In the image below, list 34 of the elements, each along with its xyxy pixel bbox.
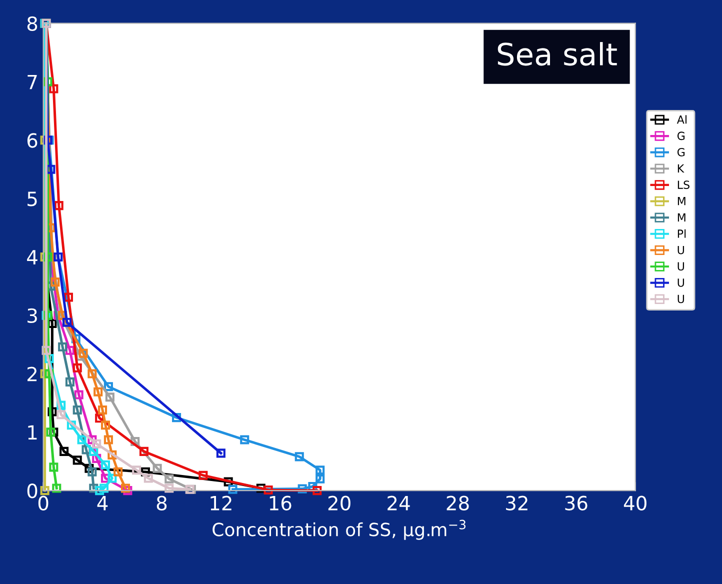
x-tick-label: 12 [210, 496, 232, 510]
x-tick-label: 8 [156, 496, 167, 510]
annotation: Sea salt [498, 42, 617, 66]
legend-label: U [678, 294, 684, 304]
x-tick-label: 20 [328, 496, 350, 510]
legend-label: U [678, 246, 684, 254]
legend-label: Al [676, 115, 686, 124]
legend-label: Pl [678, 229, 686, 238]
x-tick-label: 40 [624, 496, 646, 510]
x-tick-label: 4 [97, 496, 108, 510]
x-tick-label: 24 [388, 496, 410, 510]
legend-label: G [677, 148, 685, 156]
legend-label: K [678, 164, 684, 173]
legend-label: G [677, 132, 685, 140]
y-tick-label: 4 [27, 250, 38, 264]
y-tick-label: 3 [28, 308, 37, 324]
x-tick-label: 16 [270, 496, 292, 510]
x-axis-title: Concentration of SS, μg.m$^{−3}$ [212, 520, 466, 540]
legend-label: U [678, 278, 684, 287]
legend-label: M [678, 213, 686, 222]
y-tick-label: 6 [27, 133, 38, 148]
x-tick-label: 36 [565, 496, 588, 510]
y-tick-label: 0 [27, 484, 38, 498]
legend-label: LS [678, 180, 690, 189]
x-tick-label: 28 [446, 496, 469, 510]
y-tick-label: 5 [28, 192, 37, 206]
y-tick-label: 2 [28, 366, 37, 382]
y-tick-label: 7 [28, 74, 37, 90]
legend-label: U [678, 262, 684, 271]
x-tick-label: 32 [506, 496, 528, 510]
x-tick-label: 0 [38, 496, 48, 510]
legend-label: M [678, 197, 686, 206]
y-tick-label: 1 [28, 425, 37, 440]
y-tick-label: 8 [27, 16, 38, 32]
